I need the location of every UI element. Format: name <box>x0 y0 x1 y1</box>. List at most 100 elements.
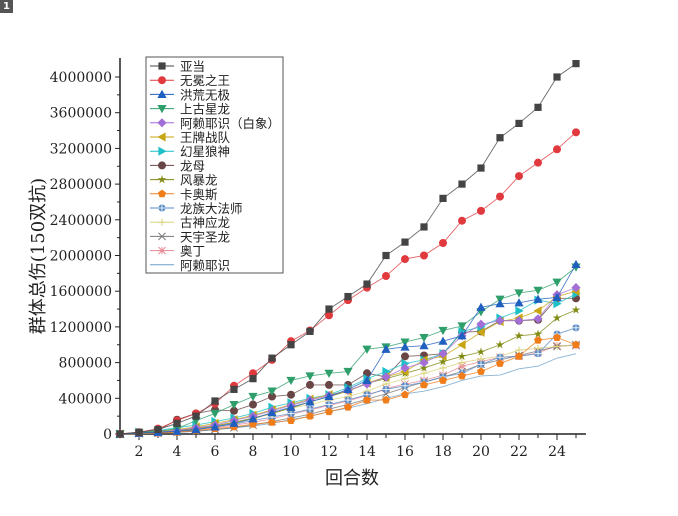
series-3 <box>115 263 581 439</box>
data-point-marker <box>325 407 333 416</box>
data-point-marker <box>438 326 448 336</box>
marker-cross <box>287 409 295 418</box>
data-point-marker <box>553 342 561 351</box>
x-tick-label: 2 <box>135 444 144 460</box>
x-tick-label: 24 <box>548 444 566 460</box>
data-point-marker <box>306 411 314 420</box>
legend-item: 龙族大法师 <box>150 201 243 216</box>
data-point-marker <box>476 327 485 337</box>
data-point-marker <box>158 146 167 156</box>
data-point-marker <box>514 289 524 298</box>
data-point-marker <box>400 342 410 351</box>
legend-item: 龙母 <box>150 158 205 173</box>
data-point-marker <box>420 380 428 389</box>
data-point-marker <box>305 372 315 381</box>
legend-label: 古神应龙 <box>180 215 230 230</box>
data-point-marker <box>438 349 448 359</box>
marker-cross <box>534 350 542 358</box>
legend-label: 上古星龙 <box>180 102 230 117</box>
data-point-marker <box>362 345 372 354</box>
data-point-marker <box>420 369 428 377</box>
legend-item: 古神应龙 <box>150 215 230 230</box>
data-point-marker <box>533 329 543 338</box>
x-tick-label: 16 <box>396 444 414 460</box>
data-point-marker <box>343 367 353 377</box>
data-point-marker <box>249 400 257 409</box>
legend-label: 洪荒无极 <box>180 87 231 102</box>
data-point-marker <box>514 316 524 326</box>
data-point-marker <box>495 316 505 326</box>
data-point-marker <box>287 341 295 349</box>
x-tick-label: 12 <box>320 444 338 460</box>
data-point-marker <box>552 292 562 302</box>
data-point-marker <box>158 204 166 212</box>
y-tick-label: 400000 <box>59 391 112 407</box>
data-point-marker <box>230 385 238 393</box>
data-point-marker <box>572 324 580 332</box>
series-line <box>119 290 577 435</box>
data-point-marker <box>419 363 429 372</box>
legend-item: 卡奥斯 <box>150 187 218 202</box>
data-point-marker <box>325 305 333 313</box>
data-point-marker <box>381 344 391 353</box>
data-point-marker <box>534 158 542 167</box>
series-7 <box>116 294 580 438</box>
y-tick-label: 4000000 <box>50 70 112 86</box>
data-point-marker <box>419 358 429 368</box>
data-point-marker <box>173 419 181 427</box>
series-6 <box>116 289 581 439</box>
data-point-marker <box>496 192 504 201</box>
series-line <box>119 327 577 435</box>
data-point-marker <box>135 428 143 436</box>
legend-label: 奥丁 <box>180 244 205 259</box>
series-5 <box>115 286 580 439</box>
data-point-marker <box>552 313 562 322</box>
data-point-marker <box>229 400 239 410</box>
data-point-marker <box>248 414 258 423</box>
data-point-marker <box>286 376 296 386</box>
data-point-marker <box>382 272 390 281</box>
data-point-marker <box>325 400 333 409</box>
data-point-marker <box>419 334 429 343</box>
x-tick-label: 14 <box>358 444 376 460</box>
data-point-marker <box>420 251 428 260</box>
data-point-marker <box>439 239 447 248</box>
legend-label: 阿赖耶识（白象） <box>180 116 280 131</box>
image-tag: 1 <box>0 0 13 13</box>
data-point-marker <box>571 259 581 269</box>
data-point-marker <box>420 223 428 231</box>
data-point-marker <box>248 392 258 402</box>
data-point-marker <box>496 134 504 142</box>
marker-cross <box>572 324 580 332</box>
data-point-marker <box>158 218 166 226</box>
data-point-marker <box>116 430 124 438</box>
data-point-marker <box>158 76 166 85</box>
data-point-marker <box>344 403 352 411</box>
data-point-marker <box>157 118 167 128</box>
data-point-marker <box>477 360 485 368</box>
data-point-marker <box>306 405 314 413</box>
data-point-marker <box>439 194 447 202</box>
marker-cross <box>344 396 352 404</box>
legend-item: 幻星狼神 <box>150 144 230 159</box>
data-point-marker <box>572 128 580 137</box>
data-point-marker <box>401 238 409 246</box>
data-point-marker <box>476 347 486 356</box>
data-point-marker <box>382 251 390 260</box>
data-point-marker <box>553 73 561 81</box>
data-point-marker <box>514 331 524 340</box>
data-point-marker <box>515 352 523 360</box>
legend-label: 无冕之王 <box>180 73 230 88</box>
series-10 <box>116 324 580 438</box>
legend-label: 王牌战队 <box>180 130 231 145</box>
data-point-marker <box>477 206 485 215</box>
data-point-marker <box>552 278 562 287</box>
data-point-marker <box>533 314 543 324</box>
data-point-marker <box>438 336 448 345</box>
marker-cross <box>401 382 409 390</box>
data-point-marker <box>306 380 314 389</box>
data-point-marker <box>362 375 372 385</box>
data-point-marker <box>286 402 296 411</box>
data-point-marker <box>571 305 581 314</box>
